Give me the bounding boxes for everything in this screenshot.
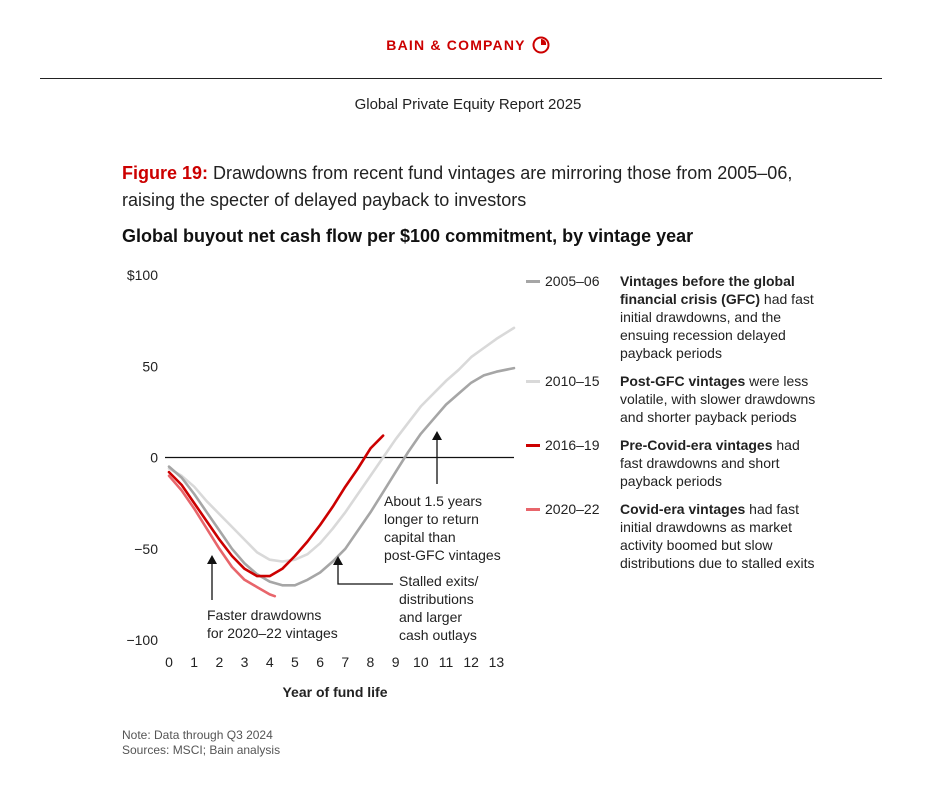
series-line-v2005 [167, 366, 516, 587]
legend-description-text: were less volatile, with slower drawdown… [620, 373, 816, 425]
y-tick-label: −50 [134, 541, 158, 557]
legend-description-bold: Pre-Covid-era vintages [620, 437, 773, 453]
x-tick-label: 3 [241, 654, 249, 670]
chart-title: Global buyout net cash flow per $100 com… [122, 226, 694, 246]
arrow-stalled-exits [337, 563, 393, 585]
x-tick-label: 0 [165, 654, 173, 670]
annotation-line: capital than [384, 529, 456, 545]
arrow-faster-drawdowns-head [207, 555, 217, 564]
legend: 2005–06 Vintages before the global finan… [526, 272, 816, 582]
annotation-line: Faster drawdowns [207, 607, 321, 623]
series-lines [167, 326, 516, 598]
annotation-line: cash outlays [399, 627, 477, 643]
arrow-stalled-exits-head [333, 556, 343, 565]
header-divider [40, 78, 882, 79]
x-tick-label: 9 [392, 654, 400, 670]
legend-description-bold: Post-GFC vintages [620, 373, 746, 389]
legend-item-2020-22: 2020–22 Covid-era vintages had fast init… [526, 500, 816, 572]
x-tick-label: 2 [215, 654, 223, 670]
legend-description: Covid-era vintages had fast initial draw… [620, 500, 816, 572]
annotation-faster-drawdowns: Faster drawdowns for 2020–22 vintages [207, 607, 338, 641]
x-tick-label: 8 [367, 654, 375, 670]
note-text: Note: Data through Q3 2024 [122, 728, 273, 742]
x-tick-label: 12 [463, 654, 479, 670]
legend-item-2010-15: 2010–15 Post-GFC vintages were less vola… [526, 372, 816, 426]
x-tick-label: 11 [439, 654, 454, 670]
y-axis-ticks: $100 50 0 −50 −100 [126, 267, 158, 648]
figure-caption-text: Drawdowns from recent fund vintages are … [122, 163, 793, 210]
annotation-line: longer to return [384, 511, 479, 527]
legend-description-text: had fast initial drawdowns, and the ensu… [620, 291, 814, 361]
x-tick-label: 6 [316, 654, 324, 670]
legend-series-name: 2010–15 [545, 373, 600, 389]
legend-swatch [526, 443, 540, 447]
x-tick-label: 1 [190, 654, 198, 670]
x-axis-ticks: 0 1 2 3 4 5 6 7 8 9 10 11 12 13 [165, 654, 504, 670]
x-tick-label: 10 [413, 654, 429, 670]
x-tick-label: 13 [489, 654, 505, 670]
annotation-longer-return: About 1.5 years longer to return capital… [384, 493, 501, 563]
legend-description: Pre-Covid-era vintages had fast drawdown… [620, 436, 816, 490]
sources-text: Sources: MSCI; Bain analysis [122, 743, 281, 757]
legend-description-text: had fast initial drawdowns as market act… [620, 501, 815, 571]
x-axis-label: Year of fund life [282, 684, 387, 700]
brand-name: BAIN & COMPANY [386, 37, 526, 53]
brand-mark-icon [532, 36, 550, 54]
x-tick-label: 7 [341, 654, 349, 670]
legend-swatch [526, 379, 540, 383]
series-line-v2016 [167, 434, 385, 578]
figure-caption: Figure 19: Drawdowns from recent fund vi… [122, 160, 822, 214]
annotation-line: and larger [399, 609, 462, 625]
legend-description: Vintages before the global financial cri… [620, 272, 816, 362]
legend-description: Post-GFC vintages were less volatile, wi… [620, 372, 816, 426]
legend-item-2016-19: 2016–19 Pre-Covid-era vintages had fast … [526, 436, 816, 490]
annotation-line: distributions [399, 591, 474, 607]
legend-description-bold: Covid-era vintages [620, 501, 746, 517]
figure-label: Figure 19: [122, 163, 209, 183]
chart-notes: Note: Data through Q3 2024 Sources: MSCI… [122, 728, 280, 758]
y-tick-label: $100 [127, 267, 158, 283]
y-tick-label: −100 [126, 632, 158, 648]
annotation-arrows [207, 431, 442, 600]
arrow-longer-return-head [432, 431, 442, 440]
report-title: Global Private Equity Report 2025 [354, 96, 582, 113]
legend-swatch [526, 507, 540, 511]
annotation-line: post-GFC vintages [384, 547, 501, 563]
annotation-line: for 2020–22 vintages [207, 625, 338, 641]
x-tick-label: 4 [266, 654, 274, 670]
legend-series-name: 2016–19 [545, 437, 600, 453]
legend-series-name: 2020–22 [545, 501, 600, 517]
x-tick-label: 5 [291, 654, 299, 670]
legend-item-2005-06: 2005–06 Vintages before the global finan… [526, 272, 816, 362]
legend-swatch [526, 279, 540, 283]
annotation-line: About 1.5 years [384, 493, 482, 509]
legend-description-text: had fast drawdowns and short payback per… [620, 437, 800, 489]
annotation-line: Stalled exits/ [399, 573, 478, 589]
annotation-stalled-exits: Stalled exits/ distributions and larger … [399, 573, 482, 643]
legend-description-bold: Vintages before the global financial cri… [620, 273, 795, 307]
y-tick-label: 50 [142, 358, 158, 374]
series-line-v2020 [167, 474, 277, 598]
y-tick-label: 0 [150, 450, 158, 466]
legend-series-name: 2005–06 [545, 273, 600, 289]
series-line-v2010 [167, 326, 516, 563]
brand-logo: BAIN & COMPANY [0, 36, 936, 54]
